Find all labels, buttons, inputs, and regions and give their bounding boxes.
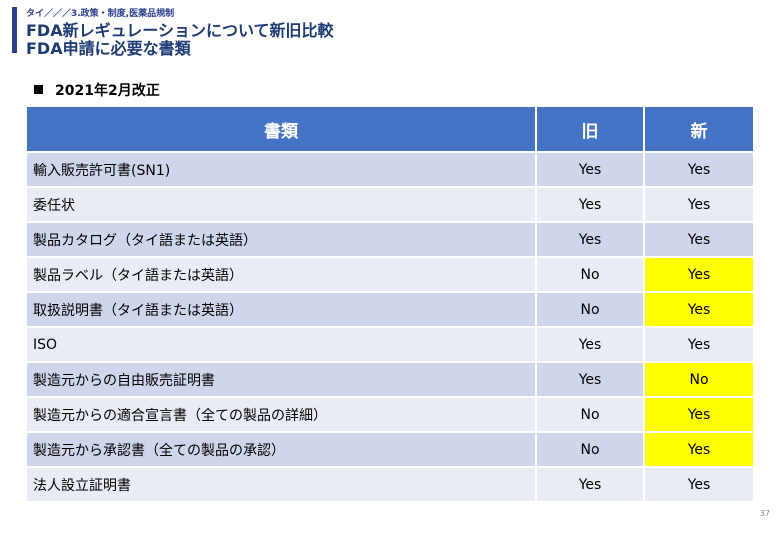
page-title-line-2: FDA申請に必要な書類: [26, 39, 191, 58]
document-name-cell: 製品ラベル（タイ語または英語）: [27, 256, 537, 292]
table-row: 製品カタログ（タイ語または英語） Yes Yes: [27, 221, 753, 257]
page-title: FDA新レギュレーションについて新旧比較 FDA申請に必要な書類: [26, 22, 333, 58]
new-value-cell: Yes: [644, 396, 753, 432]
title-accent-bar: [12, 7, 17, 53]
old-value-cell: Yes: [536, 221, 645, 257]
old-value-cell: Yes: [536, 466, 645, 501]
table-row: 取扱説明書（タイ語または英語） No Yes: [27, 291, 753, 327]
document-name-cell: 製品カタログ（タイ語または英語）: [27, 221, 537, 257]
old-value-cell: Yes: [536, 186, 645, 222]
page-number: 37: [759, 509, 770, 518]
new-value-cell: Yes: [644, 431, 753, 467]
table-row: 製造元から承認書（全ての製品の承認） No Yes: [27, 431, 753, 467]
new-value-cell: Yes: [644, 466, 753, 501]
table-row: 委任状 Yes Yes: [27, 186, 753, 222]
breadcrumb: タイ／／／3.政策・制度,医薬品規制: [26, 9, 175, 19]
document-name-cell: ISO: [27, 326, 537, 362]
old-value-cell: No: [536, 256, 645, 292]
document-name-cell: 製造元から承認書（全ての製品の承認）: [27, 431, 537, 467]
old-value-cell: No: [536, 396, 645, 432]
column-header-documents: 書類: [27, 107, 537, 152]
old-value-cell: Yes: [536, 151, 645, 187]
table-row: 法人設立証明書 Yes Yes: [27, 466, 753, 501]
new-value-cell: Yes: [644, 291, 753, 327]
old-value-cell: Yes: [536, 361, 645, 397]
table-row: ISO Yes Yes: [27, 326, 753, 362]
table-header-row: 書類 旧 新: [27, 107, 753, 152]
new-value-cell: No: [644, 361, 753, 397]
table-row: 輸入販売許可書(SN1) Yes Yes: [27, 151, 753, 187]
new-value-cell: Yes: [644, 256, 753, 292]
document-name-cell: 製造元からの自由販売証明書: [27, 361, 537, 397]
old-value-cell: No: [536, 431, 645, 467]
new-value-cell: Yes: [644, 326, 753, 362]
documents-comparison-table: 書類 旧 新 輸入販売許可書(SN1) Yes Yes 委任状 Yes Yes 製品カタログ…: [27, 107, 753, 501]
document-name-cell: 輸入販売許可書(SN1): [27, 151, 537, 187]
table-body: 輸入販売許可書(SN1) Yes Yes 委任状 Yes Yes 製品カタログ（タイ語または…: [27, 151, 753, 501]
document-name-cell: 法人設立証明書: [27, 466, 537, 501]
old-value-cell: No: [536, 291, 645, 327]
new-value-cell: Yes: [644, 151, 753, 187]
table-row: 製造元からの適合宣言書（全ての製品の詳細） No Yes: [27, 396, 753, 432]
section-heading-text: 2021年2月改正: [55, 83, 160, 99]
new-value-cell: Yes: [644, 221, 753, 257]
square-bullet-icon: [34, 85, 43, 94]
table-row: 製造元からの自由販売証明書 Yes No: [27, 361, 753, 397]
new-value-cell: Yes: [644, 186, 753, 222]
old-value-cell: Yes: [536, 326, 645, 362]
table-row: 製品ラベル（タイ語または英語） No Yes: [27, 256, 753, 292]
column-header-old: 旧: [536, 107, 645, 152]
document-name-cell: 取扱説明書（タイ語または英語）: [27, 291, 537, 327]
document-name-cell: 製造元からの適合宣言書（全ての製品の詳細）: [27, 396, 537, 432]
column-header-new: 新: [644, 107, 753, 152]
page-title-line-1: FDA新レギュレーションについて新旧比較: [26, 21, 334, 40]
document-name-cell: 委任状: [27, 186, 537, 222]
section-heading: 2021年2月改正: [34, 80, 160, 100]
